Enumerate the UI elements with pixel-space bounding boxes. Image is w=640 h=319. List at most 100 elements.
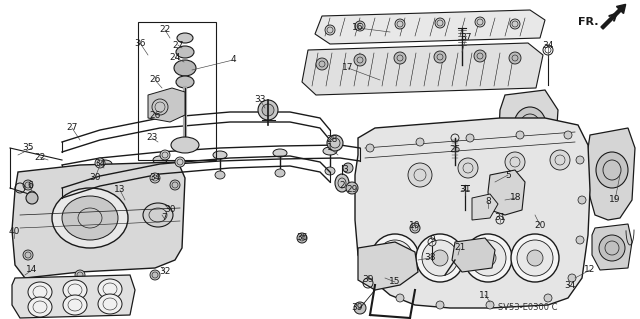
Ellipse shape	[171, 137, 199, 153]
Ellipse shape	[366, 144, 374, 152]
Text: 18: 18	[510, 194, 522, 203]
Polygon shape	[488, 170, 525, 215]
Ellipse shape	[327, 135, 343, 151]
Ellipse shape	[215, 171, 225, 179]
Ellipse shape	[28, 282, 52, 302]
Text: 26: 26	[149, 110, 161, 120]
Text: 40: 40	[8, 227, 20, 236]
Ellipse shape	[258, 100, 278, 120]
Text: 22: 22	[35, 152, 45, 161]
Text: 15: 15	[389, 278, 401, 286]
Ellipse shape	[466, 134, 474, 142]
Ellipse shape	[368, 278, 376, 286]
Text: 27: 27	[67, 123, 77, 132]
Ellipse shape	[511, 234, 559, 282]
Text: 1: 1	[327, 144, 333, 152]
Text: 12: 12	[584, 265, 596, 275]
Text: 11: 11	[479, 291, 491, 300]
Text: 14: 14	[26, 265, 38, 275]
Text: 10: 10	[409, 220, 420, 229]
Text: 19: 19	[609, 196, 621, 204]
Polygon shape	[587, 128, 635, 220]
Polygon shape	[592, 224, 632, 270]
Ellipse shape	[62, 196, 118, 240]
Ellipse shape	[596, 152, 628, 188]
Text: 8: 8	[485, 197, 491, 206]
Ellipse shape	[486, 301, 494, 309]
Ellipse shape	[100, 180, 110, 188]
Text: 23: 23	[147, 133, 157, 143]
Text: 22: 22	[159, 26, 171, 34]
Ellipse shape	[323, 147, 337, 155]
Ellipse shape	[325, 167, 335, 175]
Ellipse shape	[434, 51, 446, 63]
Ellipse shape	[510, 19, 520, 29]
Ellipse shape	[160, 150, 170, 160]
Ellipse shape	[175, 157, 185, 167]
Ellipse shape	[470, 240, 506, 276]
Ellipse shape	[599, 235, 625, 261]
Ellipse shape	[435, 18, 445, 28]
Ellipse shape	[410, 223, 420, 233]
Text: 13: 13	[115, 186, 125, 195]
Ellipse shape	[155, 176, 165, 184]
Ellipse shape	[544, 294, 552, 302]
Ellipse shape	[174, 60, 196, 76]
Ellipse shape	[150, 270, 160, 280]
Ellipse shape	[432, 250, 448, 266]
Polygon shape	[508, 182, 552, 218]
Ellipse shape	[475, 17, 485, 27]
Polygon shape	[315, 10, 545, 44]
Polygon shape	[358, 242, 418, 290]
Ellipse shape	[63, 280, 87, 300]
Text: 28: 28	[326, 136, 338, 145]
Ellipse shape	[564, 131, 572, 139]
Polygon shape	[472, 194, 498, 220]
Polygon shape	[452, 238, 495, 272]
Ellipse shape	[568, 274, 576, 282]
Ellipse shape	[354, 54, 366, 66]
Ellipse shape	[150, 173, 160, 183]
Ellipse shape	[394, 52, 406, 64]
Ellipse shape	[550, 150, 570, 170]
Text: 26: 26	[149, 76, 161, 85]
Ellipse shape	[335, 174, 349, 192]
Ellipse shape	[516, 131, 524, 139]
Ellipse shape	[474, 50, 486, 62]
Text: 16: 16	[352, 24, 364, 33]
Ellipse shape	[408, 163, 432, 187]
Polygon shape	[12, 275, 135, 318]
Ellipse shape	[458, 158, 478, 178]
Text: 21: 21	[454, 243, 466, 253]
Text: 30: 30	[89, 174, 100, 182]
Ellipse shape	[95, 158, 105, 168]
Ellipse shape	[578, 196, 586, 204]
Ellipse shape	[325, 25, 335, 35]
Text: 9: 9	[429, 235, 435, 244]
Text: 39: 39	[362, 276, 374, 285]
Text: 34: 34	[542, 41, 554, 49]
Ellipse shape	[480, 250, 496, 266]
Text: FR.: FR.	[578, 17, 598, 27]
Text: 31: 31	[494, 213, 506, 222]
Ellipse shape	[509, 52, 521, 64]
Text: 29: 29	[346, 186, 358, 195]
Ellipse shape	[354, 302, 366, 314]
Ellipse shape	[422, 240, 458, 276]
Ellipse shape	[213, 151, 227, 159]
Text: 17: 17	[342, 63, 354, 72]
Ellipse shape	[153, 156, 167, 164]
Ellipse shape	[23, 250, 33, 260]
Polygon shape	[498, 90, 558, 168]
Ellipse shape	[416, 234, 464, 282]
Ellipse shape	[176, 46, 194, 58]
Text: 25: 25	[449, 145, 461, 154]
Ellipse shape	[170, 180, 180, 190]
Ellipse shape	[576, 236, 584, 244]
Text: 34: 34	[94, 159, 106, 167]
Text: 4: 4	[230, 56, 236, 64]
Text: 7: 7	[161, 213, 167, 222]
Ellipse shape	[517, 240, 553, 276]
Ellipse shape	[143, 203, 173, 227]
Ellipse shape	[343, 163, 353, 173]
